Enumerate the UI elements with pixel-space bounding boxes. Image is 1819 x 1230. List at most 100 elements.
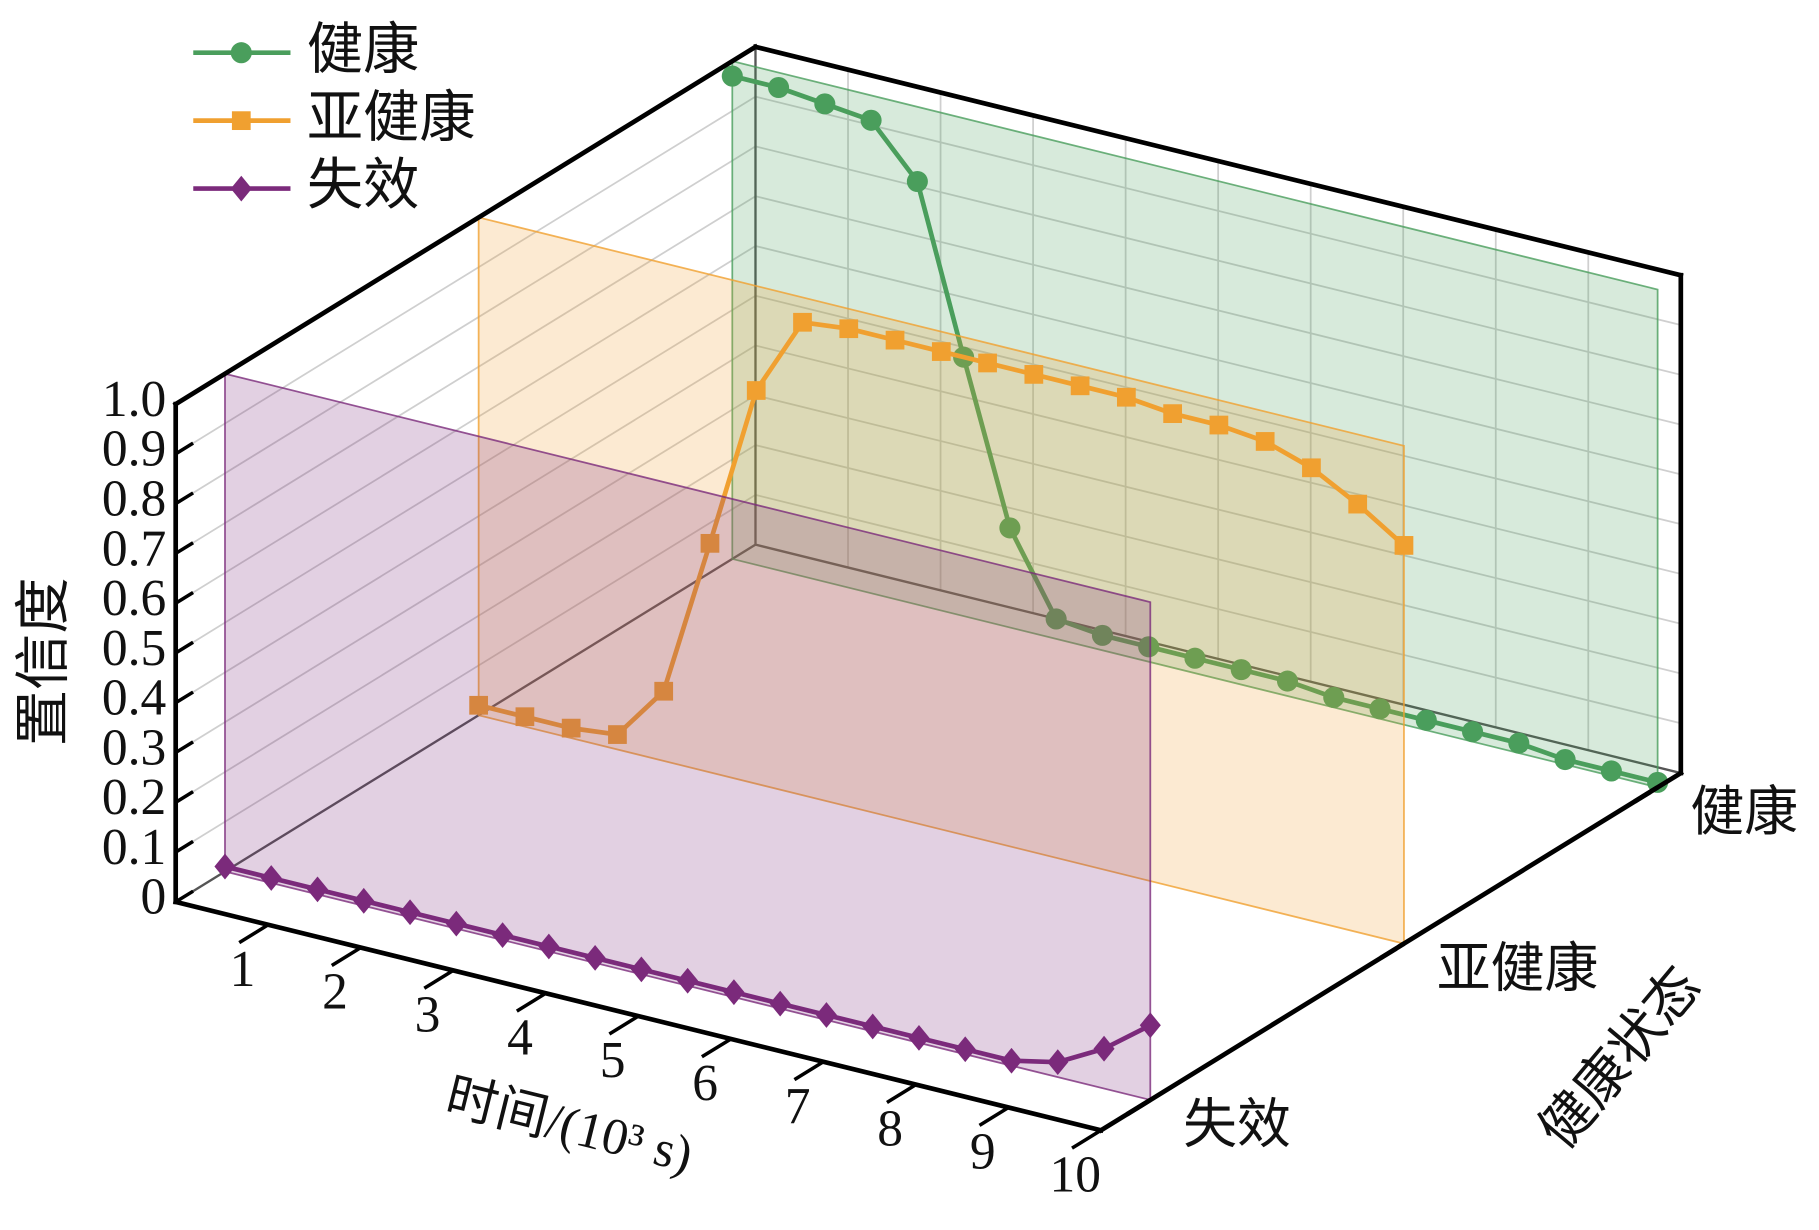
- marker: [1024, 365, 1044, 384]
- series: [721, 60, 1669, 793]
- box-edge: [175, 543, 757, 903]
- y-tick: [174, 391, 195, 406]
- series-plane: [731, 60, 1659, 789]
- legend-marker: [231, 111, 251, 131]
- grid-line: [175, 295, 756, 654]
- box-edge: [172, 43, 759, 408]
- marker: [746, 381, 766, 400]
- marker: [1230, 659, 1252, 681]
- marker: [677, 967, 699, 994]
- marker: [1138, 636, 1160, 658]
- y-tick: [174, 491, 195, 506]
- grid-line: [175, 245, 756, 604]
- z-tick-label: 失效: [1183, 1093, 1291, 1156]
- marker: [700, 533, 720, 553]
- y-tick-label: 0.2: [102, 769, 166, 826]
- y-tick-label: 0.8: [102, 470, 166, 527]
- x-tick-label: 8: [877, 1101, 903, 1158]
- marker: [1647, 771, 1669, 793]
- marker: [1163, 404, 1183, 424]
- y-tick-label: 1.0: [102, 371, 166, 428]
- marker: [1302, 458, 1321, 478]
- y-axis-label: 置信度: [11, 577, 76, 746]
- z-tick: [1125, 1097, 1152, 1117]
- x-tick-label: 6: [692, 1055, 718, 1112]
- marker: [906, 170, 928, 193]
- legend-marker: [230, 175, 252, 202]
- marker: [1091, 624, 1113, 646]
- x-tick: [238, 923, 270, 945]
- legend-label: 健康: [307, 17, 419, 82]
- marker: [538, 933, 560, 960]
- x-tick-label: 5: [600, 1032, 626, 1089]
- legend-label: 亚健康: [307, 85, 476, 150]
- marker: [954, 1036, 976, 1063]
- marker: [1600, 760, 1622, 782]
- marker: [1255, 432, 1275, 451]
- x-tick: [423, 968, 455, 990]
- y-tick-label: 0.1: [102, 819, 166, 876]
- legend-entry: 健康: [193, 17, 419, 82]
- x-tick: [515, 991, 547, 1013]
- marker: [1554, 748, 1576, 771]
- legend-entry: 失效: [193, 153, 419, 218]
- x-tick: [886, 1083, 917, 1104]
- x-tick: [1071, 1128, 1102, 1150]
- marker: [1323, 686, 1345, 708]
- marker: [769, 990, 791, 1017]
- y-tick: [174, 790, 195, 804]
- series-plane: [477, 216, 1405, 945]
- marker: [1394, 536, 1414, 555]
- z-tick-label: 健康: [1690, 780, 1798, 843]
- marker: [1462, 721, 1484, 743]
- marker: [1000, 1047, 1023, 1074]
- marker: [469, 695, 489, 715]
- y-tick-label: 0.6: [102, 570, 166, 627]
- marker: [561, 718, 581, 738]
- marker: [768, 76, 790, 99]
- grid-line: [175, 444, 756, 804]
- z-tick-label: 亚健康: [1437, 936, 1599, 999]
- marker: [1508, 732, 1530, 754]
- marker: [353, 887, 375, 914]
- marker: [978, 353, 997, 373]
- series: [469, 216, 1414, 945]
- marker: [862, 1013, 884, 1040]
- marker: [515, 707, 535, 727]
- x-tick: [978, 1105, 1010, 1127]
- x-tick-label: 9: [970, 1123, 996, 1180]
- marker: [1045, 608, 1067, 630]
- marker: [1047, 1049, 1069, 1076]
- legend-entry: 亚健康: [193, 85, 476, 150]
- grid-line: [175, 394, 756, 754]
- marker: [1116, 387, 1136, 407]
- y-tick: [174, 441, 195, 456]
- x-tick: [793, 1060, 825, 1082]
- marker: [1093, 1035, 1115, 1062]
- marker: [630, 956, 652, 983]
- x-tick: [608, 1014, 640, 1036]
- y-tick: [174, 541, 195, 555]
- plot: 00.10.20.30.40.50.60.70.80.91.0 1 2 3 4 5 6 7 8 9…: [11, 17, 1798, 1203]
- x-tick-label: 7: [785, 1078, 811, 1135]
- marker: [999, 517, 1021, 539]
- marker: [492, 922, 514, 948]
- y-tick: [174, 839, 195, 854]
- marker: [814, 93, 836, 115]
- z-tick: [1379, 941, 1406, 960]
- grid-line: [175, 494, 756, 853]
- x-tick: [330, 946, 362, 967]
- marker: [793, 312, 812, 332]
- legend-marker: [230, 42, 252, 64]
- box-edge: [752, 44, 1684, 279]
- marker: [1348, 494, 1368, 514]
- y-tick-label: 0: [141, 869, 167, 926]
- marker: [860, 109, 882, 131]
- marker: [1070, 376, 1090, 396]
- y-tick: [174, 640, 195, 655]
- marker: [839, 319, 859, 339]
- x-tick-label: 1: [230, 941, 256, 998]
- y-tick-label: 0.4: [102, 670, 166, 727]
